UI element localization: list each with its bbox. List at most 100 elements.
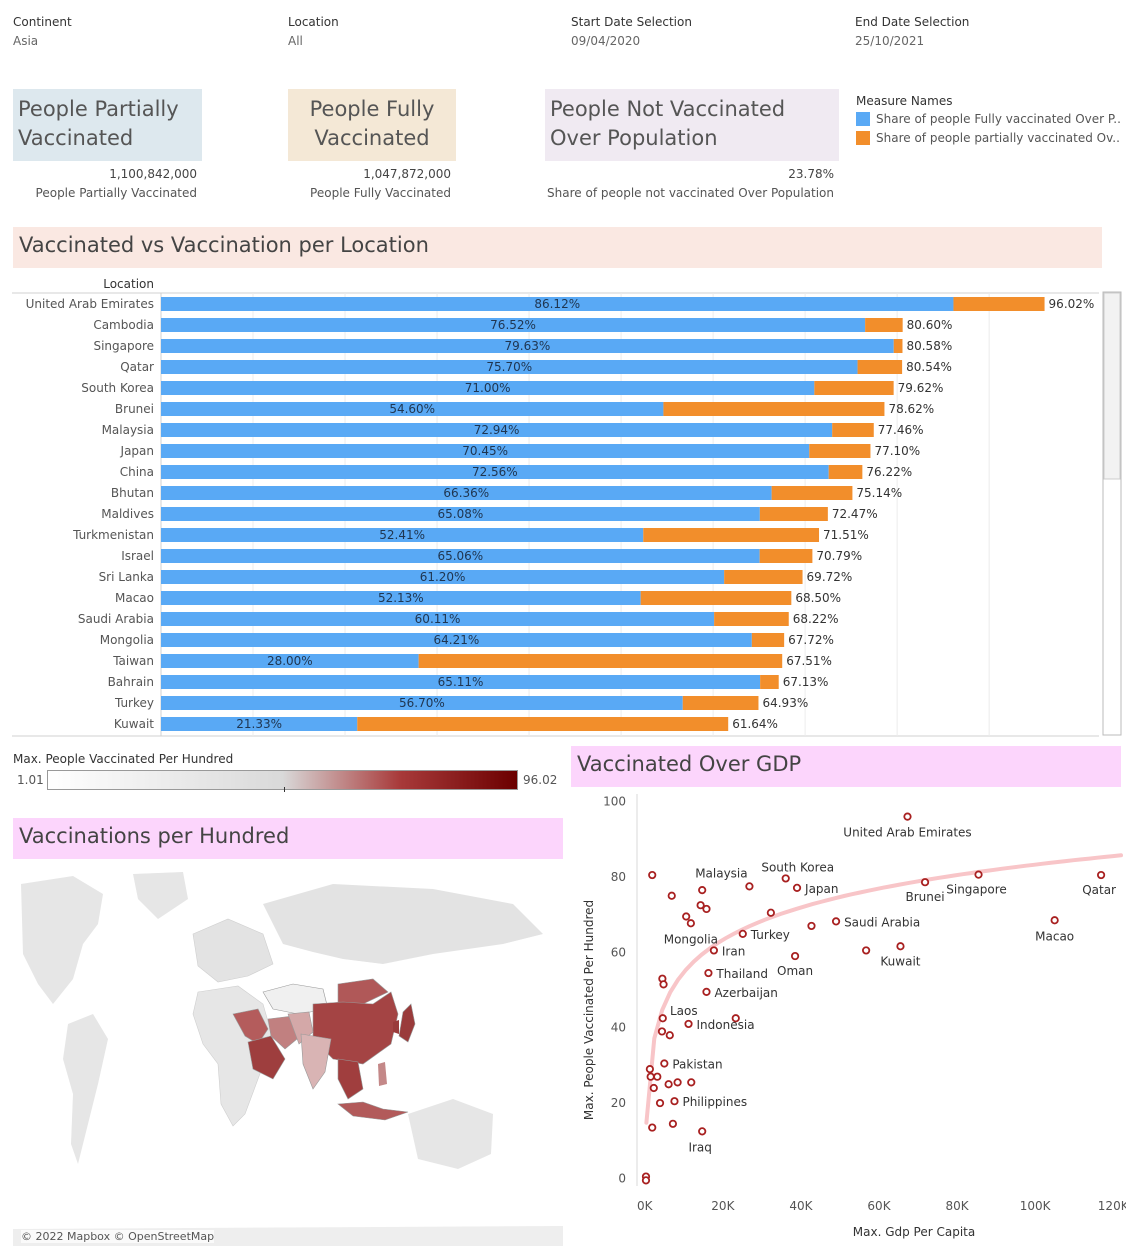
bar-category-label: Qatar	[120, 360, 154, 374]
bar-partially	[893, 339, 903, 353]
scatter-point	[792, 883, 802, 892]
bar-total-label: 71.51%	[823, 528, 869, 542]
map-region-india	[300, 1033, 332, 1090]
bar-fully	[161, 402, 664, 416]
filter-title: End Date Selection	[855, 15, 970, 29]
bar-fully	[161, 717, 358, 731]
map-region-middle-east	[232, 1008, 269, 1045]
legend-swatch-fully	[856, 112, 870, 126]
scatter-point	[667, 891, 676, 900]
scatter-chart: 0 20 40 60 80 100 0K 20K 40K 60K 80K 100K 120K Max. G…	[582, 794, 1126, 1239]
scatter-point	[646, 1072, 655, 1081]
bar-category-label: Malaysia	[102, 423, 154, 437]
bar-category-label: Kuwait	[114, 717, 154, 731]
scatter-y-tick: 100	[603, 795, 626, 809]
scatter-y-tick: 40	[611, 1021, 626, 1035]
bar-fully	[161, 465, 829, 479]
map-land-europe	[192, 918, 274, 983]
kpi-not-vaccinated-value: 23.78%	[788, 167, 834, 181]
filter-value[interactable]: Asia	[13, 34, 39, 48]
scatter-point-label: Philippines	[682, 1095, 747, 1109]
map-attribution: © 2022 Mapbox © OpenStreetMap	[21, 1230, 215, 1243]
map-land-greenland	[133, 872, 188, 919]
filter-end-date[interactable]: End Date Selection 25/10/2021	[855, 15, 1115, 48]
bar-partially	[640, 591, 792, 605]
map-region-japan	[398, 1003, 416, 1043]
scatter-point	[831, 917, 841, 926]
scatter-x-tick: 100K	[1020, 1199, 1052, 1213]
bar-fully	[161, 381, 815, 395]
bar-category-label: Brunei	[115, 402, 154, 416]
bar-partially	[418, 654, 783, 668]
map-land-russia	[263, 884, 543, 964]
scatter-point-label: Pakistan	[672, 1058, 722, 1072]
bar-inner-label: 56.70%	[399, 696, 445, 710]
bar-inner-label: 79.63%	[504, 339, 550, 353]
filter-title: Continent	[13, 15, 72, 29]
legend-item-fully[interactable]: Share of people Fully vaccinated Over P.…	[856, 112, 1121, 126]
filter-value[interactable]: All	[288, 34, 303, 48]
bar-section-title: Vaccinated vs Vaccination per Location	[13, 227, 1102, 268]
kpi-fully-label: People Fully Vaccinated	[310, 186, 451, 200]
bar-total-label: 79.62%	[898, 381, 944, 395]
bar-partially	[714, 612, 789, 626]
scatter-point	[655, 1098, 665, 1108]
bar-fully	[161, 654, 419, 668]
scatter-point-label: Macao	[1035, 929, 1074, 943]
bar-fully	[161, 612, 715, 626]
scatter-point-label: Singapore	[946, 883, 1007, 897]
filter-start-date[interactable]: Start Date Selection 09/04/2020	[571, 15, 831, 48]
bar-total-label: 72.47%	[832, 507, 878, 521]
bar-fully	[161, 528, 644, 542]
scatter-point	[653, 1072, 662, 1081]
bar-total-label: 68.50%	[795, 591, 841, 605]
bar-total-label: 80.54%	[906, 360, 952, 374]
bar-fully	[161, 507, 760, 521]
bar-scrollbar-thumb[interactable]	[1103, 292, 1121, 480]
kpi-not-vaccinated-label: Share of people not vaccinated Over Popu…	[547, 186, 834, 200]
bar-partially	[759, 507, 828, 521]
scatter-point	[1050, 916, 1059, 925]
bar-partially	[760, 675, 779, 689]
bar-fully	[161, 675, 761, 689]
map-region-arabia	[247, 1035, 286, 1080]
scatter-point	[649, 1083, 658, 1093]
filter-location[interactable]: Location All	[288, 15, 548, 48]
bar-partially	[814, 381, 894, 395]
scatter-trend-line	[644, 853, 1123, 1125]
scatter-point	[702, 904, 711, 914]
bar-fully	[161, 549, 760, 563]
map-view[interactable]	[13, 864, 563, 1246]
scatter-point	[709, 946, 718, 955]
map-legend-max: 96.02	[523, 773, 558, 787]
scatter-x-tick: 80K	[945, 1199, 969, 1213]
bar-total-label: 64.93%	[762, 696, 808, 710]
bar-inner-label: 86.12%	[534, 297, 580, 311]
scatter-y-label: Max. People Vaccinated Per Hundred	[582, 900, 596, 1120]
scatter-point-label: South Korea	[761, 860, 834, 874]
world-map[interactable]	[13, 864, 563, 1246]
bar-fully	[161, 591, 641, 605]
scatter-point-label: Thailand	[715, 967, 768, 981]
legend-label-partially: Share of people partially vaccinated Ov.…	[876, 131, 1120, 145]
map-region-se-asia	[337, 1058, 364, 1100]
bar-category-label: Japan	[120, 444, 154, 458]
bar-partially	[771, 486, 853, 500]
filter-value[interactable]: 25/10/2021	[855, 34, 925, 48]
bar-category-label: Singapore	[93, 339, 154, 353]
scatter-x-tick: 120K	[1098, 1199, 1126, 1213]
kpi-not-vaccinated-title: People Not Vaccinated Over Population	[545, 89, 839, 161]
scatter-point-label: Iraq	[688, 1140, 711, 1154]
measure-legend: Measure Names Share of people Fully vacc…	[856, 94, 1121, 145]
filter-continent[interactable]: Continent Asia	[13, 15, 273, 48]
bar-partially	[724, 570, 803, 584]
scatter-point	[641, 1176, 651, 1185]
scatter-point-label: Mongolia	[664, 932, 718, 946]
scatter-point-label: Malaysia	[695, 866, 747, 880]
scatter-point	[1096, 870, 1106, 880]
filter-value[interactable]: 09/04/2020	[571, 34, 641, 48]
scatter-point	[665, 1031, 674, 1040]
scatter-y-tick: 60	[611, 945, 626, 959]
map-region-indonesia	[337, 1101, 409, 1121]
legend-item-partially[interactable]: Share of people partially vaccinated Ov.…	[856, 131, 1121, 145]
